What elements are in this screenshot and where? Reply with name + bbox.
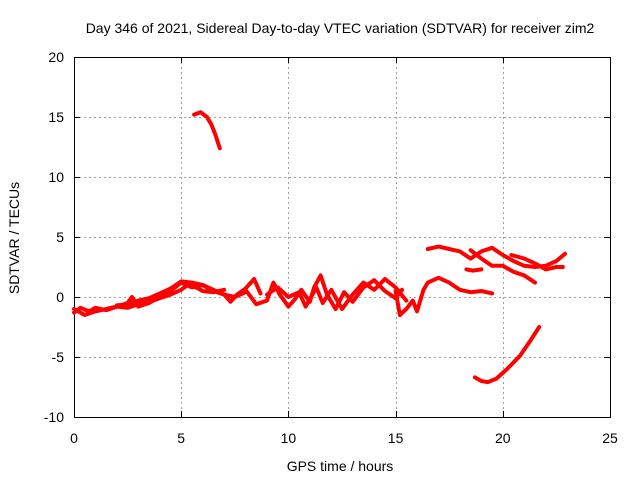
- x-tick-label: 5: [177, 430, 185, 446]
- y-tick-label: 0: [56, 289, 64, 305]
- y-tick-label: 10: [48, 169, 64, 185]
- y-tick-label: 5: [56, 229, 64, 245]
- series-line-s5: [243, 273, 404, 311]
- x-tick-label: 15: [388, 430, 404, 446]
- series-line-s1: [192, 110, 222, 151]
- series-line-s7: [393, 275, 495, 317]
- series-line-s10: [468, 248, 537, 285]
- grid-lines: [74, 57, 610, 417]
- series-line-s11: [509, 253, 565, 272]
- x-tick-label: 25: [602, 430, 618, 446]
- series-line-s8: [425, 244, 567, 269]
- x-tick-label: 10: [281, 430, 297, 446]
- series-line-s6: [265, 277, 409, 311]
- y-tick-label: -10: [44, 409, 64, 425]
- x-tick-label: 20: [495, 430, 511, 446]
- y-tick-label: -5: [52, 349, 65, 365]
- x-tick-label: 0: [70, 430, 78, 446]
- y-tick-labels: -10 -5 0 5 10 15 20: [44, 49, 64, 425]
- y-tick-label: 15: [48, 109, 64, 125]
- series-line-s9: [464, 267, 484, 273]
- y-tick-label: 20: [48, 49, 64, 65]
- x-axis-label: GPS time / hours: [287, 458, 394, 474]
- series-line-s3: [72, 280, 248, 317]
- chart-title: Day 346 of 2021, Sidereal Day-to-day VTE…: [86, 20, 595, 36]
- y-axis-label: SDTVAR / TECUs: [6, 182, 22, 294]
- series-line-s12: [472, 325, 542, 385]
- data-series: [72, 110, 567, 385]
- series-line-s4: [114, 277, 263, 308]
- x-tick-labels: 0 5 10 15 20 25: [70, 430, 618, 446]
- tick-marks: [74, 57, 611, 418]
